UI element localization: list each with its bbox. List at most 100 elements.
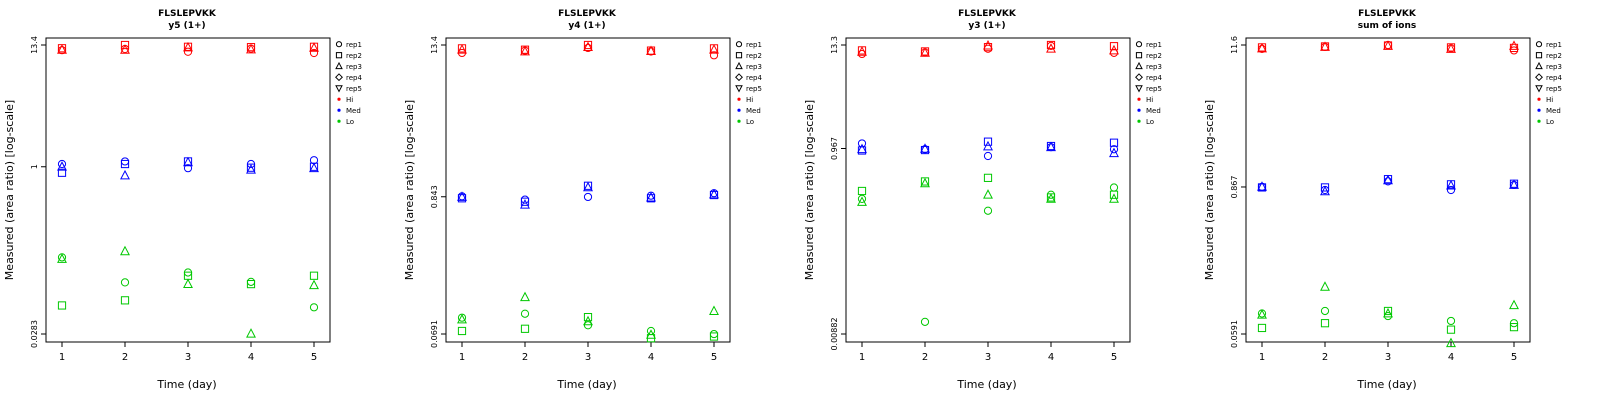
data-point-lo bbox=[1257, 309, 1267, 319]
data-point-lo bbox=[520, 324, 530, 333]
data-point-hi bbox=[1046, 43, 1056, 53]
legend-symbol-rep2 bbox=[1135, 52, 1143, 59]
data-point-lo bbox=[1509, 299, 1519, 310]
legend-label: Lo bbox=[746, 118, 754, 126]
legend-label: Hi bbox=[746, 96, 753, 104]
plot-box bbox=[45, 37, 331, 343]
legend-symbol-rep2 bbox=[735, 52, 743, 59]
chart-svg-y4: FLSLEPVKK y4 (1+) Measured (area ratio) … bbox=[403, 9, 762, 391]
legend-label: rep4 bbox=[1546, 74, 1562, 82]
x-tick-label: 5 bbox=[711, 352, 717, 363]
legend-label: Lo bbox=[1146, 118, 1154, 126]
legend-label: rep3 bbox=[746, 63, 762, 71]
data-point-lo bbox=[1046, 193, 1056, 203]
data-point-med bbox=[1446, 179, 1456, 190]
y-axis-label: Measured (area ratio) [log-scale] bbox=[1203, 100, 1216, 280]
data-point-lo bbox=[857, 194, 867, 203]
data-point-lo bbox=[1109, 190, 1119, 199]
x-tick-label: 1 bbox=[59, 352, 65, 363]
legend-symbol-rep5 bbox=[1535, 85, 1543, 93]
chart-title: FLSLEPVKK bbox=[558, 9, 617, 19]
plot-box bbox=[445, 37, 731, 343]
legend-symbol-rep3 bbox=[335, 61, 343, 70]
data-point-med bbox=[1257, 183, 1267, 192]
data-point-hi bbox=[857, 46, 867, 56]
legend-symbol-Lo bbox=[337, 119, 341, 123]
chart-panel-y4: FLSLEPVKK y4 (1+) Measured (area ratio) … bbox=[400, 0, 800, 400]
data-point-hi bbox=[246, 43, 256, 54]
data-point-med bbox=[246, 164, 256, 174]
chart-title: FLSLEPVKK bbox=[958, 9, 1017, 19]
legend-label: rep3 bbox=[1146, 63, 1162, 71]
data-point-lo bbox=[1446, 325, 1456, 334]
data-point-lo bbox=[457, 313, 467, 324]
x-tick-label: 5 bbox=[311, 352, 317, 363]
data-point-med bbox=[1109, 145, 1119, 154]
legend-label: rep2 bbox=[1146, 52, 1162, 60]
plot-area: 1 2 3 4 5 13.4 0.843 0.0691 rep1 rep2 rep3 rep4 rep5… bbox=[430, 36, 762, 363]
data-point-med bbox=[120, 169, 130, 180]
data-point-lo bbox=[983, 173, 993, 182]
legend-symbol-Lo bbox=[1537, 119, 1541, 123]
chart-svg-y3: FLSLEPVKK y3 (1+) Measured (area ratio) … bbox=[803, 9, 1162, 391]
data-point-lo bbox=[309, 279, 319, 290]
data-point-med bbox=[983, 137, 993, 146]
data-point-lo bbox=[709, 329, 719, 339]
data-point-lo bbox=[983, 206, 993, 215]
data-point-lo bbox=[583, 321, 593, 330]
legend-label: rep5 bbox=[346, 85, 362, 93]
data-point-med bbox=[120, 159, 130, 169]
data-point-med bbox=[920, 143, 930, 153]
data-point-lo bbox=[983, 189, 993, 199]
y-tick-label: 11.6 bbox=[1230, 36, 1239, 54]
data-point-lo bbox=[583, 315, 593, 326]
data-point-med bbox=[57, 161, 67, 171]
x-tick-label: 3 bbox=[585, 352, 591, 363]
legend-label: Med bbox=[346, 107, 361, 115]
data-point-hi bbox=[183, 47, 193, 56]
data-point-lo bbox=[1509, 323, 1519, 332]
data-point-lo bbox=[709, 305, 719, 315]
data-point-lo bbox=[1109, 183, 1119, 192]
legend-symbol-rep2 bbox=[1535, 52, 1543, 59]
legend-symbol-rep5 bbox=[335, 85, 343, 93]
data-point-med bbox=[857, 146, 867, 155]
data-point-lo bbox=[1257, 323, 1267, 333]
data-point-lo bbox=[57, 301, 67, 310]
data-point-med bbox=[1320, 183, 1330, 192]
data-point-med bbox=[183, 156, 193, 167]
data-point-hi bbox=[183, 41, 193, 52]
x-axis-label: Time (day) bbox=[956, 378, 1016, 391]
y-tick-label: 13.3 bbox=[830, 36, 839, 54]
data-point-lo bbox=[709, 332, 719, 341]
legend-label: Hi bbox=[1546, 96, 1553, 104]
data-point-med bbox=[857, 143, 867, 154]
legend-symbol-Med bbox=[337, 108, 341, 112]
data-point-med bbox=[1109, 138, 1119, 147]
legend-label: Lo bbox=[1546, 118, 1554, 126]
plot-box bbox=[1245, 37, 1531, 343]
y-tick-label: 0.0283 bbox=[30, 320, 39, 348]
legend-label: Hi bbox=[346, 96, 353, 104]
chart-panel-sum: FLSLEPVKK sum of ions Measured (area rat… bbox=[1200, 0, 1600, 400]
legend-symbol-rep3 bbox=[1535, 61, 1543, 70]
y-tick-label: 13.4 bbox=[430, 36, 439, 54]
plot-area: 1 2 3 4 5 11.6 0.867 0.0591 rep1 rep2 rep3 rep4 rep5… bbox=[1230, 36, 1562, 363]
data-point-med bbox=[520, 199, 530, 209]
data-point-hi bbox=[120, 40, 130, 50]
x-tick-label: 1 bbox=[459, 352, 465, 363]
data-point-med bbox=[309, 162, 319, 173]
data-point-med bbox=[57, 159, 67, 169]
data-point-lo bbox=[857, 196, 867, 206]
legend-symbol-Hi bbox=[1537, 97, 1541, 101]
legend-label: rep1 bbox=[1546, 41, 1562, 49]
legend-symbol-Med bbox=[737, 108, 741, 112]
data-point-med bbox=[1257, 181, 1267, 191]
legend-label: rep4 bbox=[346, 74, 362, 82]
data-point-hi bbox=[646, 45, 656, 55]
data-point-med bbox=[520, 197, 530, 206]
data-point-lo bbox=[1383, 306, 1393, 316]
data-point-hi bbox=[1109, 42, 1119, 51]
data-point-hi bbox=[520, 45, 530, 56]
data-point-med bbox=[1446, 185, 1456, 195]
